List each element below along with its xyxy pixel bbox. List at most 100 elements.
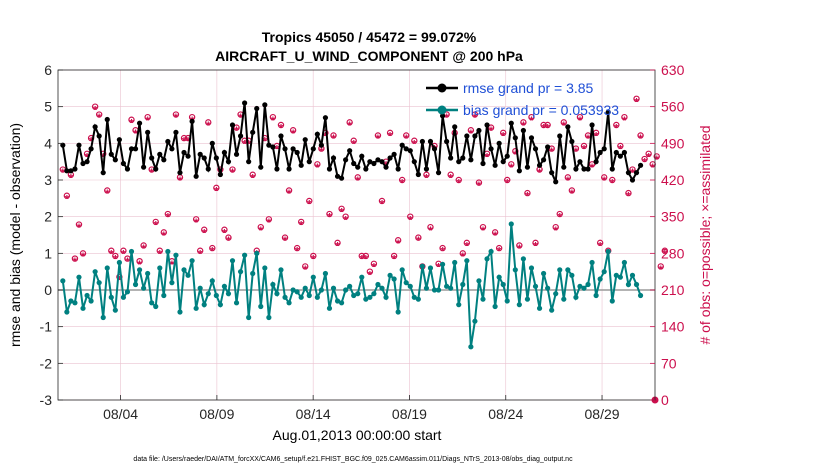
obs-assimilated-marker: * [663, 248, 668, 260]
rmse-point [399, 142, 405, 148]
obs-possible-marker [540, 121, 547, 129]
obs-possible-marker [128, 116, 135, 123]
bias-point [84, 292, 90, 299]
bias-point [452, 259, 458, 266]
rmse-point [84, 159, 90, 165]
rmse-point [96, 133, 102, 139]
obs-possible-marker [326, 210, 333, 218]
bias-point [165, 248, 171, 255]
bias-point [326, 305, 333, 311]
obs-assimilated-marker: * [335, 240, 340, 252]
bias-point [508, 221, 514, 227]
obs-assimilated-marker: * [238, 112, 243, 124]
obs-assimilated-marker: * [489, 125, 494, 137]
obs-possible-marker [560, 119, 567, 126]
rmse-point [625, 170, 632, 176]
obs-possible-marker [314, 161, 321, 168]
bias-point [407, 283, 413, 289]
obs-possible-marker [172, 111, 180, 118]
obs-assimilated-marker: * [638, 133, 643, 145]
obs-possible-marker [528, 113, 535, 121]
obs-possible-marker [293, 244, 301, 252]
obs-possible-marker [600, 174, 608, 181]
bias-point [201, 302, 207, 308]
rmse-point [496, 140, 502, 146]
obs-assimilated-marker: * [388, 130, 393, 142]
obs-possible-marker [439, 244, 446, 252]
obs-possible-marker [378, 197, 386, 205]
rmse-point [415, 171, 421, 178]
rmse-point [464, 133, 470, 139]
bias-point [270, 281, 276, 288]
bias-point [120, 294, 127, 300]
bias-point [254, 250, 260, 256]
obs-possible-marker [160, 229, 168, 236]
rmse-point [330, 155, 337, 161]
x-tick-label: 08/29 [585, 406, 620, 422]
rmse-point [561, 164, 567, 170]
obs-assimilated-marker: * [594, 130, 599, 142]
obs-assimilated-marker: * [202, 227, 207, 239]
obs-possible-marker [156, 247, 163, 254]
obs-possible-marker [609, 176, 616, 184]
left-tick-label: 0 [44, 282, 52, 298]
rmse-point [124, 166, 131, 172]
right-axis-ticks: 0 70 140 210 280 350 420 490 560 630 [650, 62, 685, 408]
obs-possible-marker [63, 192, 71, 199]
obs-assimilated-marker: * [170, 259, 175, 271]
rmse-point [100, 170, 106, 176]
bias-point [484, 256, 490, 262]
rmse-point [423, 166, 430, 172]
obs-assimilated-marker: * [182, 136, 187, 148]
rmse-point [262, 102, 268, 108]
obs-possible-marker [617, 142, 624, 150]
footnote: data file: /Users/raeder/DAI/ATM_forcXX/… [133, 456, 573, 463]
obs-assimilated-marker: * [404, 133, 409, 145]
bias-point [116, 259, 122, 266]
right-tick-label: 420 [661, 172, 685, 188]
left-tick-label: 6 [44, 62, 52, 78]
bias-point [444, 283, 450, 289]
rmse-point [306, 159, 312, 165]
obs-possible-marker [91, 103, 99, 110]
chart-title-line2: AIRCRAFT_U_WIND_COMPONENT @ 200 hPa [215, 48, 523, 64]
obs-assimilated-marker: * [360, 254, 365, 266]
rmse-point [387, 155, 393, 161]
rmse-point [435, 170, 442, 176]
obs-possible-marker [209, 244, 216, 252]
bias-point [92, 269, 98, 275]
obs-possible-marker [180, 134, 188, 142]
rmse-point [512, 135, 518, 141]
obs-possible-marker [459, 250, 466, 257]
obs-assimilated-marker: * [154, 220, 159, 232]
right-tick-label: 350 [661, 209, 685, 225]
obs-possible-marker [645, 150, 652, 158]
bias-point [617, 274, 623, 280]
obs-assimilated-marker: * [481, 225, 486, 237]
obs-possible-marker [140, 242, 147, 249]
obs-assimilated-marker: * [97, 112, 102, 124]
obs-possible-marker [398, 176, 406, 184]
bias-point [532, 283, 539, 289]
obs-assimilated-marker: * [275, 144, 280, 156]
rmse-point [157, 151, 163, 157]
plot-area [58, 70, 655, 400]
obs-possible-marker [265, 216, 273, 223]
bias-point [177, 309, 183, 315]
bias-point [209, 278, 215, 284]
obs-possible-marker [75, 221, 83, 228]
rmse-point [237, 133, 244, 139]
obs-possible-marker [334, 239, 341, 247]
obs-assimilated-marker: * [541, 123, 546, 135]
bias-point [399, 267, 405, 273]
obs-possible-marker [201, 226, 208, 233]
obs-assimilated-marker: * [529, 115, 534, 127]
obs-assimilated-marker: * [121, 248, 126, 260]
obs-possible-marker [411, 137, 418, 144]
obs-possible-marker [342, 213, 349, 220]
bias-point [318, 287, 324, 293]
bias-point [310, 274, 316, 280]
bias-point [553, 291, 559, 297]
bias-point [545, 285, 551, 291]
bias-point [496, 274, 502, 280]
